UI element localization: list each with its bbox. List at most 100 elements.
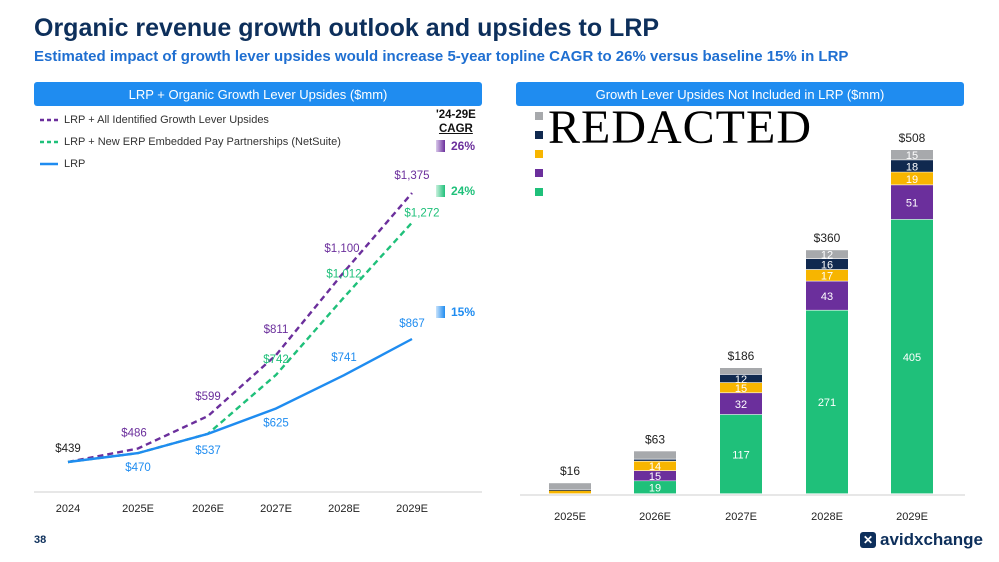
- bar-segment: [549, 489, 591, 491]
- legend-label: LRP + All Identified Growth Lever Upside…: [64, 114, 269, 126]
- bar-segment: [549, 490, 591, 494]
- redacted-stamp: REDACTED: [548, 101, 812, 154]
- bar-segment: [634, 471, 676, 481]
- legend-label: LRP: [64, 158, 86, 170]
- data-label: $599: [195, 391, 221, 403]
- data-label: $811: [264, 324, 289, 336]
- cagr-flag-icon: [436, 140, 445, 152]
- cagr-flag-icon: [436, 306, 445, 318]
- segment-label: 12: [735, 374, 747, 386]
- data-label: $1,100: [324, 243, 359, 255]
- bar-legend-swatch-gray: [535, 112, 543, 120]
- legend-item-lrp: LRP: [40, 158, 85, 170]
- bar-segment: [806, 269, 848, 281]
- bar-total-label: $186: [728, 349, 755, 363]
- bar-total-label: $63: [645, 432, 665, 446]
- bar-segment: [720, 382, 762, 393]
- segment-label: 15: [906, 150, 918, 162]
- bar-segment: [634, 459, 676, 461]
- bar-segment: [806, 250, 848, 259]
- cagr-value: 15%: [451, 305, 476, 319]
- data-label: $741: [331, 352, 357, 364]
- bar-segment: [720, 374, 762, 383]
- segment-label: 51: [906, 198, 918, 210]
- segment-label: 19: [649, 483, 661, 495]
- x-tick-label: 2028E: [811, 511, 843, 523]
- legend-item-all-upsides: LRP + All Identified Growth Lever Upside…: [40, 114, 269, 126]
- bar-segment: [806, 310, 848, 494]
- company-logo: ✕ avidxchange: [860, 530, 983, 550]
- bar-segment: [720, 393, 762, 415]
- cagr-all-upsides: 26%: [436, 139, 475, 153]
- data-label: $439: [55, 443, 81, 455]
- bar-legend-swatch-gold: [535, 150, 543, 158]
- legend-label: LRP + New ERP Embedded Pay Partnerships …: [64, 136, 341, 148]
- bar-legend-swatch-navy: [535, 131, 543, 139]
- bar-segment: [806, 281, 848, 310]
- segment-label: 15: [649, 471, 661, 483]
- line-chart-title: LRP + Organic Growth Lever Upsides ($mm): [34, 82, 482, 106]
- segment-label: 271: [818, 397, 836, 409]
- series-line-2: [67, 221, 413, 464]
- segment-label: 18: [906, 161, 918, 173]
- x-tick-label: 2026E: [639, 511, 671, 523]
- data-label: $1,272: [404, 208, 439, 220]
- cagr-value: 24%: [451, 184, 476, 198]
- x-tick-label: 2026E: [192, 503, 224, 515]
- segment-label: 405: [903, 352, 921, 364]
- legend-swatch-blue-solid: [40, 162, 58, 166]
- logo-x-icon: ✕: [860, 532, 876, 548]
- bar-segment: [891, 185, 933, 220]
- bar-segment: [806, 259, 848, 270]
- bar-segment: [549, 483, 591, 490]
- bar-total-label: $360: [814, 231, 841, 245]
- bar-segment: [634, 481, 676, 494]
- page-title: Organic revenue growth outlook and upsid…: [34, 14, 660, 42]
- bar-segment: [634, 461, 676, 471]
- page-number: 38: [34, 534, 47, 546]
- cagr-header-period: '24-29E: [436, 109, 476, 121]
- segment-label: 16: [821, 259, 833, 271]
- legend-swatch-purple-dash: [40, 118, 58, 122]
- series-line-1: [67, 192, 413, 464]
- logo-text: avidxchange: [880, 530, 983, 549]
- data-label: $537: [195, 445, 221, 457]
- cagr-lrp: 15%: [436, 305, 475, 319]
- segment-label: 17: [821, 271, 833, 283]
- segment-label: 32: [735, 399, 747, 411]
- bar-total-label: $16: [560, 464, 580, 478]
- data-label: $1,012: [326, 268, 361, 280]
- bar-segment: [720, 368, 762, 375]
- series-line-3: [67, 337, 413, 464]
- bar-legend-swatch-purple: [535, 169, 543, 177]
- x-tick-label: 2027E: [260, 503, 292, 515]
- segment-label: 14: [649, 461, 661, 473]
- bar-segment: [891, 219, 933, 494]
- data-label: $625: [263, 418, 289, 430]
- bar-segment: [891, 160, 933, 172]
- segment-label: 19: [906, 174, 918, 186]
- cagr-netsuite: 24%: [436, 184, 475, 198]
- data-label: $470: [125, 462, 151, 474]
- bar-legend-swatch-green: [535, 188, 543, 196]
- bar-segment: [891, 172, 933, 185]
- segment-label: 117: [732, 449, 750, 461]
- bar-total-label: $508: [899, 131, 926, 145]
- legend-item-netsuite: LRP + New ERP Embedded Pay Partnerships …: [40, 136, 341, 148]
- page-subtitle: Estimated impact of growth lever upsides…: [34, 48, 849, 65]
- x-tick-label: 2029E: [396, 503, 428, 515]
- legend-swatch-green-dash: [40, 140, 58, 144]
- x-tick-label: 2027E: [725, 511, 757, 523]
- bar-segment: [720, 414, 762, 494]
- bar-segment: [891, 150, 933, 160]
- data-label: $486: [121, 427, 147, 439]
- segment-label: 43: [821, 291, 833, 303]
- cagr-flag-icon: [436, 185, 445, 197]
- cagr-header-label: CAGR: [438, 123, 473, 135]
- x-tick-label: 2025E: [554, 511, 586, 523]
- data-label: $742: [263, 354, 289, 366]
- x-tick-label: 2024: [56, 503, 80, 515]
- bar-chart-title: Growth Lever Upsides Not Included in LRP…: [516, 82, 964, 106]
- segment-label: 15: [735, 383, 747, 395]
